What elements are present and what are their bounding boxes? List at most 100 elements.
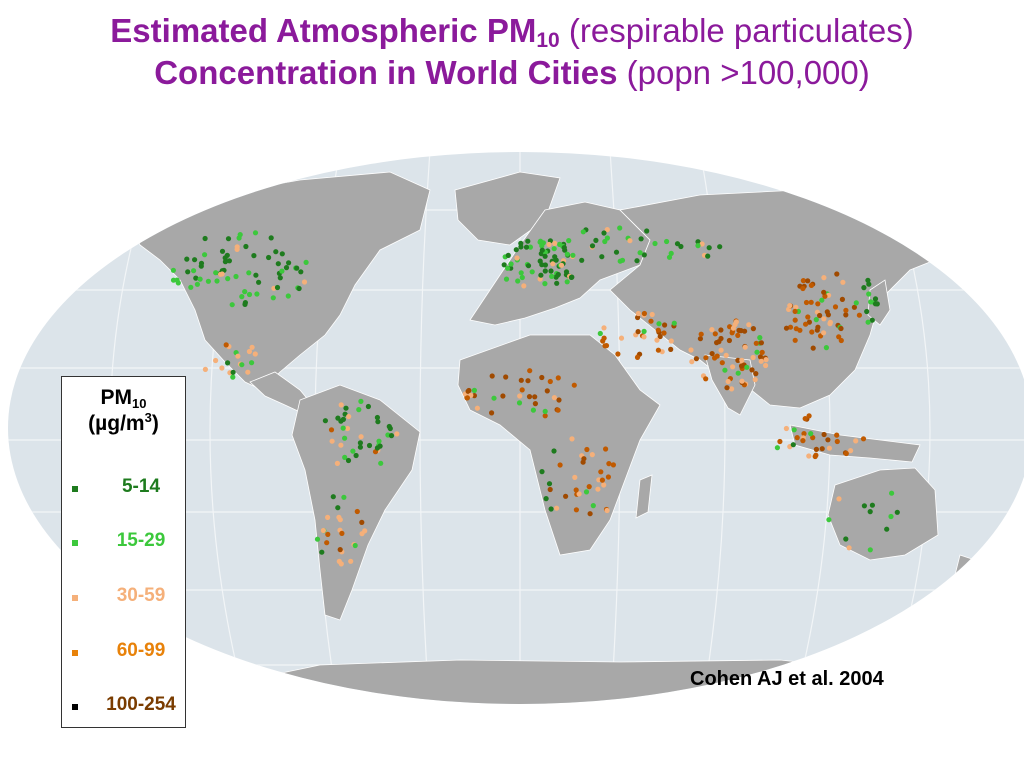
city-marker <box>717 244 723 250</box>
city-marker <box>249 344 255 350</box>
city-marker <box>337 547 343 553</box>
city-marker <box>338 561 344 567</box>
city-marker <box>376 438 382 444</box>
city-marker <box>573 487 579 493</box>
city-marker <box>252 351 258 357</box>
city-marker <box>834 432 840 438</box>
city-marker <box>834 438 840 445</box>
city-marker <box>668 250 674 256</box>
city-marker <box>661 330 667 336</box>
city-marker <box>865 319 871 325</box>
city-marker <box>648 318 654 324</box>
city-marker <box>296 285 302 292</box>
city-marker <box>338 402 344 408</box>
city-marker <box>556 397 562 403</box>
legend-swatch <box>72 704 78 710</box>
city-marker <box>501 262 507 268</box>
city-marker <box>792 337 798 343</box>
city-marker <box>518 377 524 383</box>
city-marker <box>543 496 549 502</box>
city-marker <box>526 394 533 400</box>
city-marker <box>525 238 531 244</box>
city-marker <box>794 435 800 441</box>
city-marker <box>386 423 392 430</box>
city-marker <box>194 281 200 287</box>
city-marker <box>604 507 610 514</box>
city-marker <box>514 255 520 261</box>
city-marker <box>342 435 348 441</box>
city-marker <box>601 230 607 236</box>
city-marker <box>249 360 255 366</box>
city-marker <box>286 260 292 266</box>
city-marker <box>548 268 554 274</box>
city-marker <box>170 277 177 283</box>
city-marker <box>532 394 538 400</box>
city-marker <box>735 332 741 338</box>
city-marker <box>705 253 711 259</box>
city-marker <box>889 490 895 496</box>
city-marker <box>604 227 610 233</box>
legend-item-100-254: 100-254 <box>62 692 187 718</box>
city-marker <box>213 270 219 276</box>
city-marker <box>718 327 724 333</box>
city-marker <box>666 254 673 260</box>
city-marker <box>301 279 308 285</box>
city-marker <box>566 238 572 244</box>
city-marker <box>815 301 821 307</box>
city-marker <box>338 442 344 448</box>
city-marker <box>471 387 477 393</box>
city-marker <box>322 418 328 424</box>
city-marker <box>656 321 662 327</box>
legend-label: 60-99 <box>116 640 166 661</box>
city-marker <box>570 252 576 258</box>
city-marker <box>819 446 825 452</box>
city-marker <box>513 247 519 253</box>
city-marker <box>834 271 840 277</box>
city-marker <box>539 247 545 253</box>
city-marker <box>868 299 874 305</box>
city-marker <box>557 241 563 247</box>
city-marker <box>554 505 560 511</box>
city-marker <box>558 262 565 268</box>
city-marker <box>699 241 705 247</box>
city-marker <box>655 347 662 353</box>
city-marker <box>279 268 285 274</box>
city-marker <box>557 462 563 468</box>
city-marker <box>801 431 807 437</box>
city-marker <box>330 494 336 500</box>
city-marker <box>865 277 871 283</box>
city-marker <box>354 508 360 515</box>
city-marker <box>641 252 647 258</box>
city-marker <box>357 440 363 446</box>
city-marker <box>836 496 842 502</box>
city-marker <box>657 333 663 340</box>
city-marker <box>641 310 648 317</box>
city-marker <box>489 373 495 379</box>
city-marker <box>821 289 827 295</box>
city-marker <box>826 517 832 523</box>
legend-label: 5-14 <box>121 476 161 497</box>
city-marker <box>356 407 362 413</box>
city-marker <box>345 457 352 464</box>
city-marker <box>610 462 617 468</box>
city-marker <box>242 301 248 307</box>
city-marker <box>821 316 827 322</box>
city-marker <box>874 301 880 307</box>
city-marker <box>688 347 694 353</box>
city-marker <box>508 261 514 267</box>
city-marker <box>832 304 839 310</box>
city-marker <box>635 329 641 335</box>
city-marker <box>270 295 276 301</box>
city-marker <box>243 243 249 250</box>
city-marker <box>474 405 480 411</box>
city-marker <box>783 425 790 432</box>
city-marker <box>530 407 537 413</box>
city-marker <box>253 272 259 278</box>
city-marker <box>810 435 816 441</box>
city-marker <box>564 251 570 257</box>
city-marker <box>350 448 356 454</box>
city-marker <box>324 540 330 546</box>
city-marker <box>325 531 331 537</box>
city-marker <box>846 545 852 551</box>
city-marker <box>668 346 674 352</box>
